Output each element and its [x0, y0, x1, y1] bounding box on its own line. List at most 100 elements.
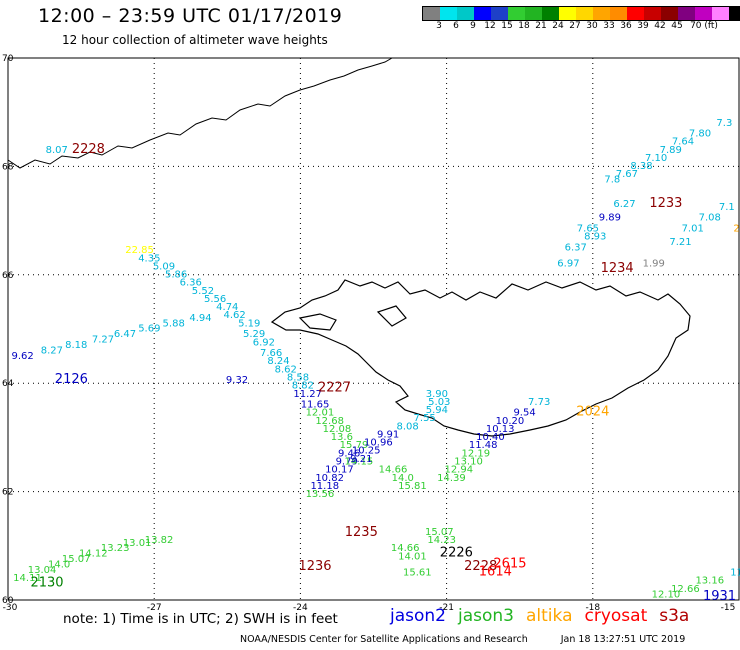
wave-height-point: 5.94: [426, 405, 448, 416]
map-frame: [7, 57, 740, 601]
pass-time-label: 1236: [298, 559, 331, 574]
wave-height-point: 7.66: [260, 348, 282, 359]
colorbar-label: 12: [484, 21, 496, 31]
wave-height-point: 13.82: [145, 535, 174, 546]
wave-height-point: 4.35: [138, 253, 160, 264]
wave-height-point: 7.27: [92, 335, 114, 346]
wave-height-point: 7.10: [645, 153, 667, 164]
pass-time-label: 2228: [464, 559, 497, 574]
wave-height-point: 7.8: [604, 175, 620, 186]
pass-time-labels: 2228212622272024123312341235123622262228…: [30, 142, 736, 604]
colorbar-label: 30: [586, 21, 598, 31]
wave-height-point: 9.89: [599, 213, 621, 224]
pass-time-label: 2226: [440, 546, 473, 561]
pass-time-label: 2024: [576, 405, 609, 420]
latitude-label: 70: [2, 54, 14, 64]
colorbar-swatch: [423, 7, 440, 20]
wave-height-values: 8.07 7.3 7.807.647.897.108.387.677.8 6.27 9.…: [11, 118, 740, 601]
wave-height-point: 9.62: [11, 351, 33, 362]
colorbar-swatch: [627, 7, 644, 20]
colorbar-swatch: [610, 7, 627, 20]
pass-time-label: 1233: [649, 196, 682, 211]
wave-height-point: 9.79: [336, 457, 358, 468]
wave-height-point: 10.17: [325, 465, 354, 476]
chart-title: 12:00 – 23:59 UTC 01/17/2019: [38, 5, 343, 27]
wave-height-point: 12.19: [462, 448, 491, 459]
wave-height-point: 15.79: [340, 440, 369, 451]
satellite-legend-item: jason3: [458, 606, 514, 626]
colorbar-swatch: [542, 7, 559, 20]
colorbar-swatch: [559, 7, 576, 20]
wave-height-point: 12.08: [323, 424, 352, 435]
colorbar-label: 24: [552, 21, 564, 31]
wave-height-point: 15.07: [425, 527, 454, 538]
wave-height-point: 11.65: [301, 400, 330, 411]
wave-height-point: 8.08: [396, 421, 418, 432]
wave-height-point: 13.56: [306, 489, 335, 500]
wave-height-point: 5.86: [165, 270, 187, 281]
pass-time-label: 1614: [479, 565, 512, 580]
wave-height-point: 1.99: [643, 259, 665, 270]
longitude-label: -30: [3, 603, 18, 613]
colorbar-label: 70 (ft): [690, 21, 718, 31]
wave-height-point: 10.82: [315, 473, 344, 484]
wave-height-point: 13.23: [101, 543, 130, 554]
wave-height-point: 8.24: [267, 356, 289, 367]
colorbar-swatch: [491, 7, 508, 20]
wave-height-point: 7.21: [669, 237, 691, 248]
longitude-label: -18: [585, 603, 600, 613]
latitude-label: 62: [2, 488, 13, 498]
wave-height-point: 14.23: [427, 535, 456, 546]
wave-height-point: 4.62: [223, 310, 245, 321]
wave-height-point: 14.39: [437, 473, 466, 484]
colorbar-swatch: [440, 7, 457, 20]
wave-height-point: 10.40: [476, 432, 505, 443]
colorbar-swatch: [457, 7, 474, 20]
colorbar-swatch: [644, 7, 661, 20]
wave-height-point: 8.07: [46, 145, 68, 156]
wave-height-point: 7.89: [660, 145, 682, 156]
credit-org: NOAA/NESDIS Center for Satellite Applica…: [240, 634, 528, 645]
greenland-coastline: [7, 57, 393, 169]
satellite-legend-item: jason2: [390, 606, 446, 626]
wave-height-point: 13.6: [331, 432, 353, 443]
longitude-label: -27: [147, 603, 162, 613]
colorbar-label: 36: [620, 21, 632, 31]
latitude-label: 64: [2, 379, 14, 389]
longitude-label: -15: [721, 603, 736, 613]
wave-height-point: 11.27: [293, 389, 322, 400]
wave-height-point: 11.48: [469, 440, 498, 451]
colorbar-swatch: [474, 7, 491, 20]
colorbar-swatch: [525, 7, 542, 20]
wave-height-point: 10.25: [352, 446, 381, 457]
satellite-legend-item: s3a: [659, 606, 690, 626]
wave-height-point: 7.73: [528, 397, 550, 408]
wave-height-point: 5.29: [243, 329, 265, 340]
wave-height-point: 10.13: [486, 424, 515, 435]
iceland-landmass: [270, 279, 691, 437]
wave-height-point: 14.66: [379, 465, 408, 476]
wave-height-point: 5.19: [238, 318, 260, 329]
wave-height-point: 6.37: [565, 242, 587, 253]
colorbar-label: 3: [436, 21, 442, 31]
pass-time-label: 2615: [493, 556, 526, 571]
colorbar-swatch: [593, 7, 610, 20]
colorbar-labels: 3 6 9 12 15 18 21 24 27 30 33 36 39 42 45 70 (ft): [422, 21, 740, 33]
wave-height-point: 9.32: [226, 375, 248, 386]
colorbar-swatch: [729, 7, 740, 20]
pass-time-label: 1235: [345, 525, 378, 540]
colorbar-swatch: [508, 7, 525, 20]
wave-height-point: 2: [733, 223, 739, 234]
credit-timestamp: Jan 18 13:27:51 UTC 2019: [560, 634, 686, 645]
wave-height-point: 13.16: [695, 576, 724, 587]
chart-subtitle: 12 hour collection of altimeter wave hei…: [62, 33, 328, 47]
wave-height-point: 6.97: [557, 259, 579, 270]
colorbar-label: 42: [654, 21, 666, 31]
wave-height-colorbar: [422, 6, 740, 21]
colorbar-label: 33: [603, 21, 615, 31]
wave-height-point: 22.85: [125, 245, 154, 256]
wave-height-point: 7.3: [716, 118, 732, 129]
wave-height-point: 10.20: [496, 416, 525, 427]
latitude-label: 60: [2, 596, 14, 606]
wave-height-point: 15.61: [403, 568, 432, 579]
